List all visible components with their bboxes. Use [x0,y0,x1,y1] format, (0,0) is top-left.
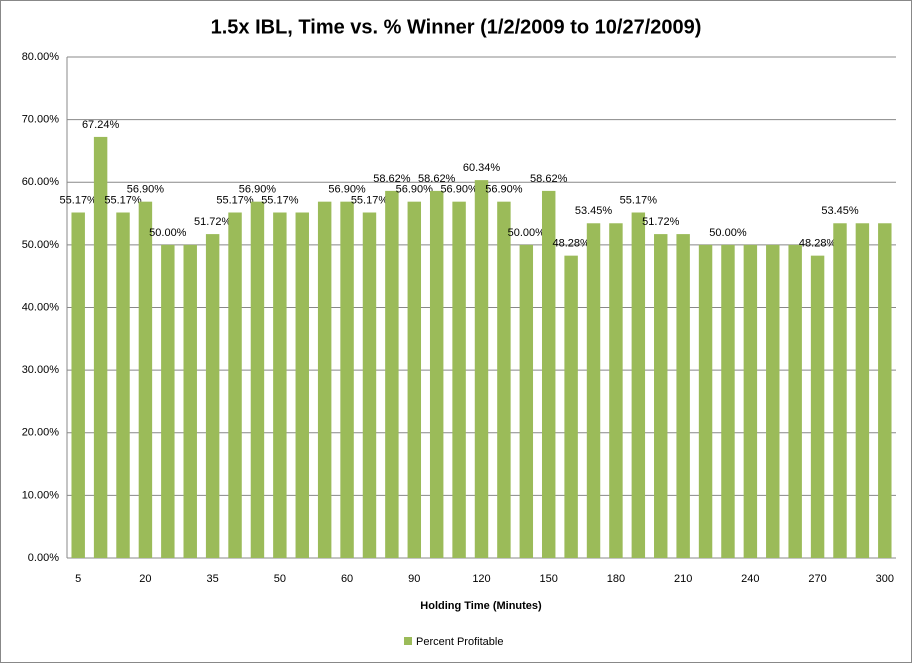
bar [609,223,623,558]
x-tick-label: 270 [808,573,826,585]
data-label: 55.17% [620,194,658,206]
data-label: 53.45% [821,205,859,217]
x-tick-label: 240 [741,573,759,585]
data-label: 55.17% [60,194,98,206]
bar [295,212,309,559]
bar [273,212,287,559]
y-tick-label: 30.00% [22,364,60,376]
y-tick-label: 20.00% [22,427,60,439]
data-label: 58.62% [418,173,456,185]
x-tick-label: 150 [540,573,558,585]
y-tick-label: 70.00% [22,114,60,126]
x-tick-label: 120 [472,573,490,585]
bar [766,244,780,558]
bar [654,234,668,558]
data-label: 58.62% [373,173,411,185]
bar [676,234,690,558]
data-label: 48.28% [552,238,590,250]
y-tick-label: 50.00% [22,239,60,251]
data-label: 55.17% [104,194,142,206]
bar [205,234,220,558]
bar [833,223,847,558]
bar [474,180,489,559]
data-label: 55.17% [216,194,254,206]
bar [385,190,399,558]
data-label: 51.72% [642,216,680,228]
x-tick-label: 300 [876,573,894,585]
bar [878,223,892,558]
bar [855,223,870,558]
bar [429,190,444,558]
data-label: 51.72% [194,216,232,228]
data-label: 48.28% [799,238,837,250]
bar [317,201,332,558]
bar [228,212,242,559]
bar [810,255,825,559]
bar [93,136,108,559]
y-tick-label: 0.00% [28,552,59,564]
x-tick-label: 60 [341,573,353,585]
data-label: 67.24% [82,119,120,131]
legend-swatch [404,637,412,645]
data-label: 58.62% [530,173,568,185]
x-tick-label: 90 [408,573,420,585]
data-label: 50.00% [149,227,187,239]
x-tick-label: 20 [139,573,151,585]
bar [138,201,153,558]
data-label: 56.90% [127,184,165,196]
data-label: 50.00% [709,227,747,239]
data-label: 55.17% [351,194,389,206]
y-tick-label: 60.00% [22,176,60,188]
data-label: 56.90% [440,184,478,196]
legend-label: Percent Profitable [416,636,503,648]
bar [519,244,534,558]
x-tick-label: 35 [207,573,219,585]
bar [407,201,422,558]
bar [698,244,713,558]
bar [161,244,175,558]
bar [250,201,265,558]
x-tick-label: 5 [75,573,81,585]
bar [788,244,802,558]
bar [452,201,466,558]
y-tick-label: 80.00% [22,51,60,63]
data-label: 55.17% [261,194,299,206]
data-label: 60.34% [463,162,501,174]
bar [721,244,735,558]
data-label: 50.00% [508,227,546,239]
data-label: 56.90% [485,184,523,196]
bar [541,190,556,558]
bar [631,212,646,559]
bar [743,244,758,558]
data-label: 56.90% [239,184,277,196]
bar [586,223,601,558]
data-label: 56.90% [328,184,366,196]
chart-title: 1.5x IBL, Time vs. % Winner (1/2/2009 to… [211,16,702,38]
x-tick-label: 180 [607,573,625,585]
data-label: 56.90% [396,184,434,196]
bar [340,201,354,558]
bar [362,212,377,559]
x-axis-title: Holding Time (Minutes) [420,600,542,612]
x-tick-label: 210 [674,573,692,585]
y-tick-label: 10.00% [22,489,60,501]
bar [116,212,130,559]
data-label: 53.45% [575,205,613,217]
bar [183,244,197,558]
x-tick-label: 50 [274,573,286,585]
bar [71,212,85,559]
y-tick-label: 40.00% [22,301,60,313]
bar [497,201,511,558]
bar [564,255,578,559]
